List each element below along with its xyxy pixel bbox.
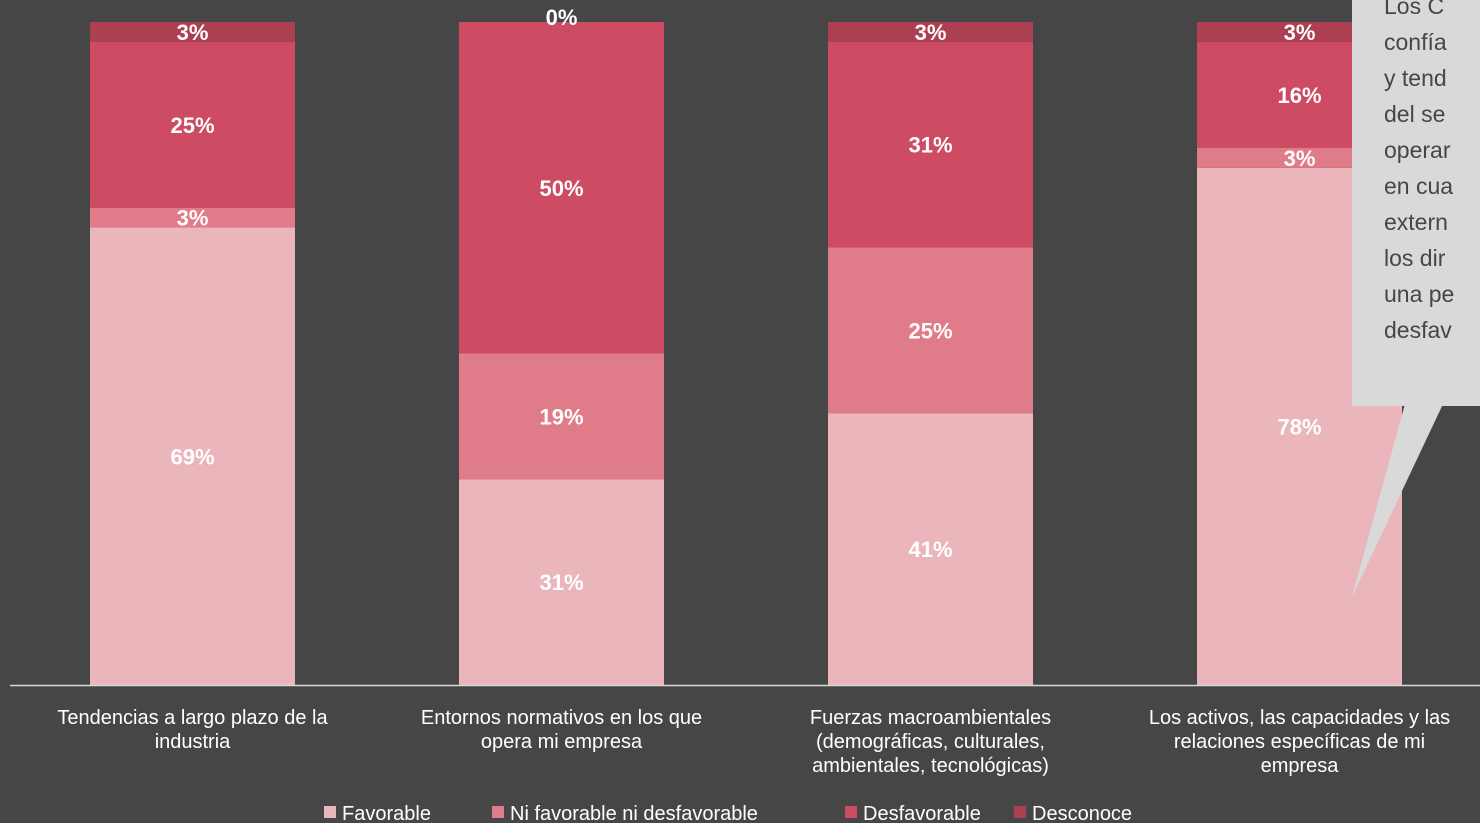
- category-label: ambientales, tecnológicas): [812, 755, 1049, 777]
- callout-text-line: extern: [1384, 209, 1448, 235]
- data-label: 31%: [539, 570, 583, 595]
- category-label: Fuerzas macroambientales: [810, 707, 1051, 729]
- category-label: opera mi empresa: [481, 731, 643, 753]
- callout-text-line: y tend: [1384, 65, 1447, 91]
- data-label: 41%: [908, 537, 952, 562]
- data-label: 50%: [539, 176, 583, 201]
- callout-text-line: del se: [1384, 101, 1445, 127]
- data-label: 78%: [1277, 414, 1321, 439]
- bars-group: [90, 22, 1402, 686]
- category-label: Tendencias a largo plazo de la: [57, 707, 328, 729]
- data-label: 3%: [1284, 146, 1316, 171]
- bar-segment: [1197, 22, 1402, 42]
- data-label: 69%: [170, 444, 214, 469]
- bar-segment: [828, 22, 1033, 42]
- legend-swatch: [1014, 806, 1026, 818]
- category-label: (demográficas, culturales,: [816, 731, 1045, 753]
- data-label: 19%: [539, 404, 583, 429]
- bar-segment: [459, 479, 664, 685]
- legend-swatch: [324, 806, 336, 818]
- category-label: Entornos normativos en los que: [421, 707, 702, 729]
- data-label: 3%: [177, 20, 209, 45]
- data-label: 25%: [170, 113, 214, 138]
- legend: Favorable Ni favorable ni desfavorable Des…: [324, 803, 1132, 823]
- category-label: relaciones específicas de mi: [1174, 731, 1425, 753]
- callout-pointer: [1352, 404, 1443, 597]
- legend-label: Desconoce: [1032, 803, 1132, 823]
- callout-box: [1352, 0, 1480, 406]
- callout-text-line: desfav: [1384, 317, 1452, 343]
- bar-segment: [828, 413, 1033, 685]
- bar-segment: [459, 22, 664, 354]
- legend-swatch: [492, 806, 504, 818]
- bar-segment: [828, 247, 1033, 414]
- bar-segment: [90, 22, 295, 42]
- bar-segment: [90, 207, 295, 228]
- data-label: 31%: [908, 133, 952, 158]
- bar-segment: [1197, 147, 1402, 168]
- bar-segment: [828, 41, 1033, 248]
- callout-bubble: Los C confía y tend del se operar en cua exter…: [1352, 0, 1480, 597]
- category-label: empresa: [1261, 755, 1340, 777]
- bar-segment: [90, 227, 295, 685]
- data-label: 16%: [1277, 83, 1321, 108]
- callout-text-line: en cua: [1384, 173, 1453, 199]
- category-label: industria: [155, 731, 231, 753]
- callout-text-line: operar: [1384, 137, 1451, 163]
- legend-label: Favorable: [342, 803, 431, 823]
- legend-swatch: [845, 806, 857, 818]
- callout-text-line: confía: [1384, 29, 1447, 55]
- bar-segment: [459, 353, 664, 480]
- data-label: 3%: [915, 20, 947, 45]
- data-label: 3%: [177, 206, 209, 231]
- callout-text-line: los dir: [1384, 245, 1446, 271]
- data-label: 3%: [1284, 20, 1316, 45]
- callout-text-line: una pe: [1384, 281, 1454, 307]
- category-label: Los activos, las capacidades y las: [1149, 707, 1450, 729]
- callout-text-line: Los C: [1384, 0, 1444, 19]
- legend-label: Desfavorable: [863, 803, 981, 823]
- data-label: 0%: [546, 5, 578, 30]
- segment-labels-group: 69% 3% 25% 3% 31% 19% 50% 0% 41% 25% 31% 3% 78% 3% 16%…: [170, 5, 1321, 595]
- data-label: 25%: [908, 318, 952, 343]
- bar-segment: [90, 41, 295, 208]
- legend-label: Ni favorable ni desfavorable: [510, 803, 758, 823]
